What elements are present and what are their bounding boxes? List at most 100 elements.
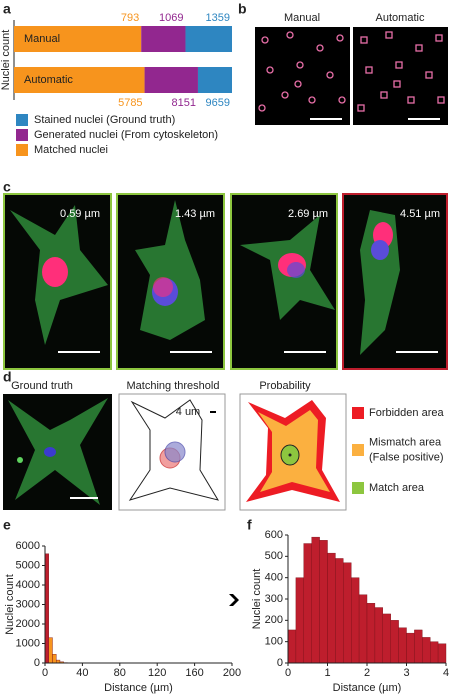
distance-label: 0.59 µm (60, 208, 100, 220)
histogram-bar (343, 562, 352, 664)
cell-image: 1.43 µm (116, 193, 225, 370)
cell-image: 4.51 µm (342, 193, 448, 370)
histogram-bar (390, 620, 399, 664)
x-tick-label: 40 (76, 667, 88, 679)
y-tick-label: 100 (265, 636, 283, 648)
data-label: 793 (121, 12, 139, 24)
histogram-bar (430, 641, 439, 664)
bar-segment (185, 26, 232, 52)
y-tick-label: 1000 (16, 637, 40, 649)
legend-label: Stained nuclei (Ground truth) (34, 114, 175, 126)
histogram-bar (422, 637, 431, 664)
legend-swatch (352, 444, 364, 456)
bar-segment (141, 26, 186, 52)
y-axis-label: Nuclei count (0, 30, 12, 91)
data-label: 1359 (206, 12, 230, 24)
bar-segment (197, 67, 232, 93)
histogram-bar (414, 629, 423, 664)
histogram-bar (303, 543, 312, 664)
y-tick-label: 300 (265, 593, 283, 605)
legend-swatch (16, 114, 28, 126)
histogram-bar (295, 577, 304, 664)
distance-label: 2.69 µm (288, 208, 328, 220)
image-label: Automatic (376, 12, 425, 24)
histogram-bar (335, 558, 344, 664)
x-axis-label: Distance (µm) (104, 682, 173, 694)
histogram-bar (366, 603, 376, 664)
x-tick-label: 1 (324, 667, 330, 679)
x-tick-label: 3 (403, 667, 409, 679)
ground-truth-image (3, 394, 112, 510)
panel-label: d (3, 369, 12, 385)
panel-label: c (3, 179, 11, 195)
bar-segment (14, 67, 145, 93)
bar-segment (144, 67, 198, 93)
legend-swatch (16, 129, 28, 141)
category-label: Automatic (24, 74, 73, 86)
histogram-bar (311, 536, 320, 664)
probability-diagram (239, 393, 347, 511)
histogram-bar (52, 654, 57, 664)
distance-label: 4.51 µm (400, 208, 440, 220)
x-tick-label: 2 (364, 667, 370, 679)
x-tick-label: 80 (114, 667, 126, 679)
histogram-bar (48, 637, 53, 664)
legend-swatch (352, 482, 364, 494)
y-tick-label: 3000 (16, 598, 40, 610)
x-tick-label: 0 (42, 667, 48, 679)
category-label: Manual (24, 33, 60, 45)
bar-segment (14, 26, 142, 52)
histogram-bar (437, 643, 447, 664)
legend-label: Matched nuclei (34, 144, 108, 156)
data-label: 9659 (206, 97, 230, 109)
x-axis-label: Distance (µm) (333, 682, 402, 694)
micrograph (353, 27, 448, 125)
legend: Forbidden area Mismatch area (False positi… (352, 407, 444, 494)
x-tick-label: 4 (443, 667, 449, 679)
legend-label: Forbidden area (369, 407, 444, 419)
legend-swatch (352, 407, 364, 419)
image-label: Manual (284, 12, 320, 24)
panel-label: b (238, 1, 247, 17)
y-tick-label: 500 (265, 550, 283, 562)
panel-title: Matching threshold (127, 380, 220, 392)
panel-title: Probability (259, 380, 311, 392)
y-tick-label: 200 (265, 614, 283, 626)
scale-label: 4 um (176, 406, 200, 418)
legend-label: Mismatch area (369, 436, 442, 448)
histogram-bar (351, 577, 360, 664)
y-tick-label: 6000 (16, 540, 40, 552)
matching-threshold-diagram (118, 393, 226, 511)
distance-label: 1.43 µm (175, 208, 215, 220)
x-tick-label: 120 (148, 667, 166, 679)
panel-label: e (3, 517, 11, 533)
panel-label: f (247, 517, 252, 533)
cell-image: 0.59 µm (3, 193, 112, 370)
cell-image: 2.69 µm (230, 193, 338, 370)
y-tick-label: 600 (265, 529, 283, 541)
data-label: 1069 (159, 12, 183, 24)
x-tick-label: 0 (285, 667, 291, 679)
legend-label: (False positive) (369, 451, 444, 463)
y-tick-label: 0 (277, 657, 283, 669)
histogram-bar (319, 540, 328, 664)
legend-label: Generated nuclei (From cytoskeleton) (34, 129, 218, 141)
histogram-bar (398, 627, 407, 664)
data-label: 8151 (171, 97, 195, 109)
histogram-bar (327, 552, 336, 664)
histogram-bar (44, 553, 49, 664)
histogram-bar (406, 632, 415, 664)
histogram-bar (287, 629, 297, 664)
y-tick-label: 4000 (16, 579, 40, 591)
y-axis-label: Nuclei count (4, 574, 16, 635)
arrow (229, 594, 239, 606)
histogram-bar (382, 613, 391, 664)
histogram-bar (374, 607, 383, 664)
y-axis-label: Nuclei count (251, 569, 263, 630)
y-tick-label: 2000 (16, 618, 40, 630)
data-label: 5785 (118, 97, 142, 109)
panel-title: Ground truth (11, 380, 73, 392)
micrograph (255, 27, 350, 125)
y-tick-label: 400 (265, 572, 283, 584)
